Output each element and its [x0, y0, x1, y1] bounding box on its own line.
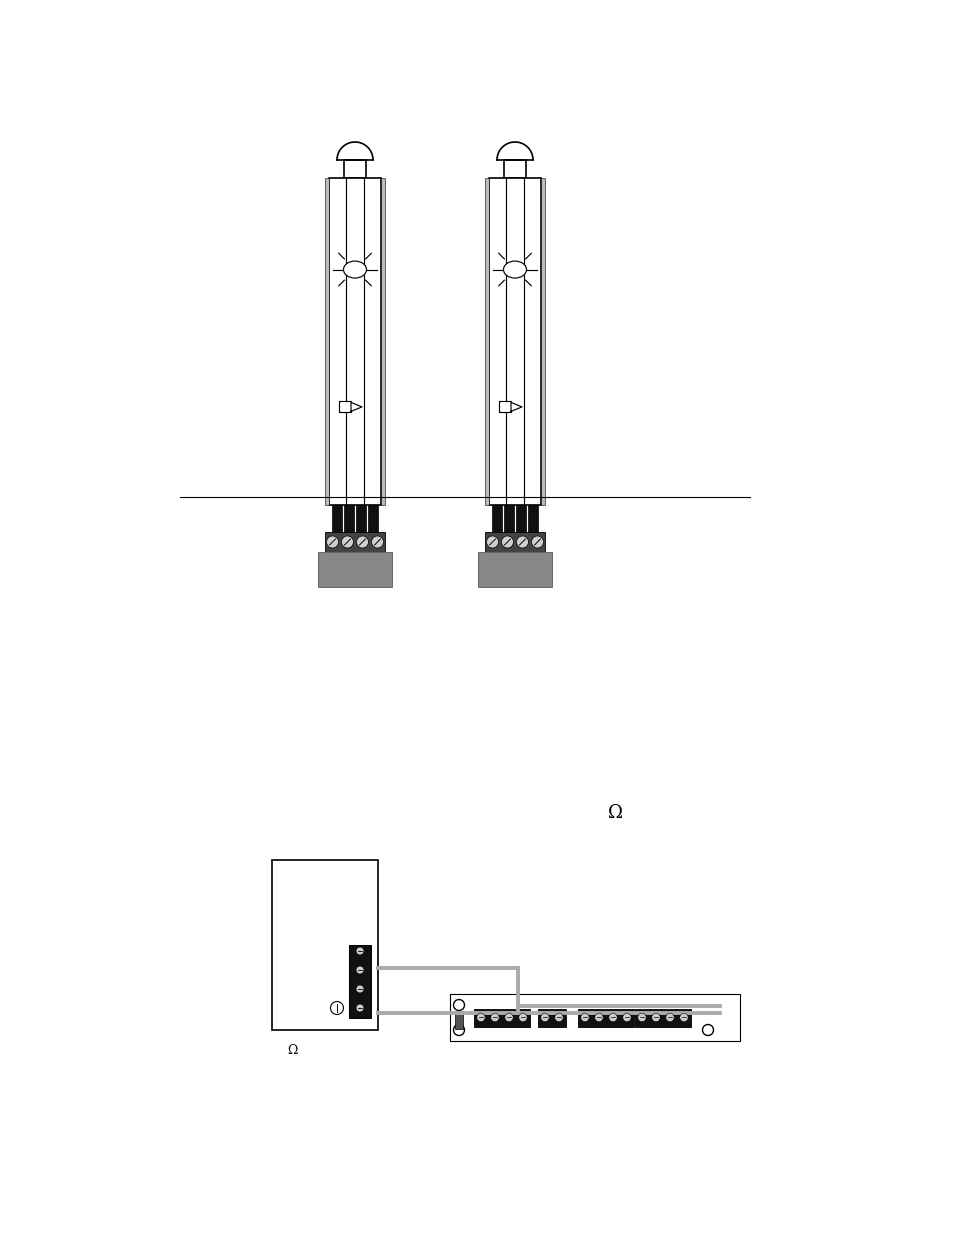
Circle shape [651, 1013, 659, 1021]
Bar [540, 178, 544, 505]
Bar [474, 1009, 530, 1026]
Bar [527, 505, 537, 532]
Bar [503, 505, 514, 532]
Circle shape [518, 1013, 527, 1021]
Bar [578, 1009, 634, 1026]
Circle shape [622, 1013, 631, 1021]
Ellipse shape [343, 261, 366, 278]
Bar [537, 1009, 565, 1026]
Bar [344, 161, 366, 178]
Circle shape [476, 1013, 485, 1021]
Circle shape [355, 1004, 364, 1011]
Ellipse shape [503, 261, 526, 278]
Circle shape [326, 536, 338, 548]
Bar [498, 401, 511, 412]
Circle shape [580, 1013, 589, 1021]
Circle shape [356, 536, 368, 548]
Circle shape [490, 1013, 498, 1021]
Circle shape [594, 1013, 602, 1021]
Bar [317, 552, 392, 587]
Circle shape [486, 536, 498, 548]
Circle shape [516, 536, 528, 548]
Circle shape [501, 536, 513, 548]
Bar [489, 178, 540, 505]
Bar [338, 401, 351, 412]
Circle shape [341, 536, 354, 548]
Bar [380, 178, 385, 505]
Bar [329, 178, 380, 505]
Circle shape [679, 1013, 687, 1021]
Bar [368, 505, 377, 532]
Circle shape [355, 947, 364, 955]
Bar [344, 505, 354, 532]
Polygon shape [511, 403, 521, 411]
Text: Ω: Ω [287, 1044, 297, 1056]
Bar [450, 994, 740, 1041]
Bar [503, 161, 525, 178]
Bar [355, 505, 366, 532]
Bar [477, 552, 552, 587]
Circle shape [608, 1013, 617, 1021]
Bar [484, 532, 544, 552]
Circle shape [531, 536, 543, 548]
Bar [516, 505, 525, 532]
Bar [492, 505, 501, 532]
Polygon shape [351, 403, 361, 411]
Bar [455, 1011, 462, 1029]
Bar [635, 1009, 690, 1026]
Bar [349, 945, 371, 1018]
Bar [325, 532, 385, 552]
Bar [332, 505, 341, 532]
Circle shape [504, 1013, 513, 1021]
Circle shape [555, 1013, 562, 1021]
Text: Ω: Ω [607, 804, 622, 823]
Circle shape [665, 1013, 674, 1021]
Circle shape [355, 986, 364, 993]
Bar [272, 860, 377, 1030]
Circle shape [355, 966, 364, 974]
Circle shape [540, 1013, 549, 1021]
Circle shape [371, 536, 383, 548]
Circle shape [638, 1013, 645, 1021]
Bar [484, 178, 489, 505]
Bar [325, 178, 329, 505]
